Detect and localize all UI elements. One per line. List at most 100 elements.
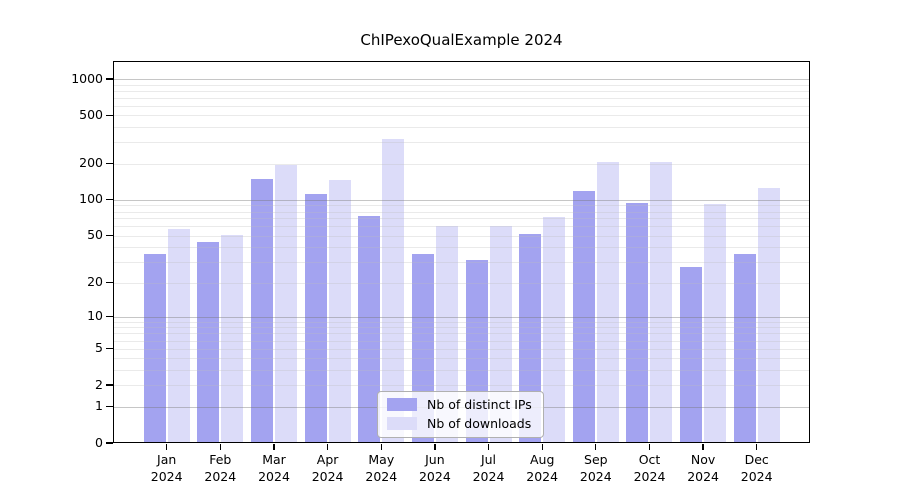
bar-downloads-jun [435, 225, 458, 443]
bar-distinct-ips-may [358, 216, 381, 443]
x-tick-apr [326, 444, 329, 450]
y-tick-0 [106, 442, 113, 444]
x-tick-mar [273, 444, 275, 450]
x-tick-label-feb: Feb 2024 [188, 451, 252, 485]
x-tick-label-jul: Jul 2024 [457, 451, 521, 485]
bar-downloads-aug [543, 216, 566, 443]
x-tick-year: 2024 [258, 469, 290, 484]
bar-distinct-ips-jan [143, 254, 166, 443]
bar-downloads-jul [489, 226, 512, 443]
y-tick-label-1000: 1000 [71, 70, 103, 86]
bar-downloads-mar [274, 164, 297, 443]
y-tick-label-0: 0 [95, 434, 103, 450]
y-tick-200 [106, 162, 113, 165]
gridline-7 [113, 333, 810, 335]
y-tick-label-10: 10 [87, 308, 103, 324]
x-tick-dec [756, 444, 758, 450]
gridline-8 [113, 327, 810, 329]
bar-downloads-jan [167, 229, 190, 443]
gridline-2 [113, 385, 810, 387]
legend-label-downloads: Nb of downloads [427, 416, 532, 431]
x-tick-sep [595, 444, 597, 450]
x-tick-aug [541, 444, 543, 450]
gridline-400 [113, 127, 810, 129]
y-tick-label-200: 200 [79, 155, 103, 171]
x-tick-year: 2024 [365, 469, 398, 484]
bar-distinct-ips-dec [733, 254, 756, 443]
gridline-3 [113, 370, 810, 371]
bar-downloads-may [382, 138, 405, 443]
y-tick-1 [106, 405, 113, 408]
x-tick-year: 2024 [150, 469, 183, 484]
x-tick-year: 2024 [579, 469, 612, 484]
gridline-20 [113, 282, 810, 284]
legend-label-distinct-ips: Nb of distinct IPs [427, 397, 532, 412]
legend-swatch-distinct-ips [387, 398, 417, 411]
bar-distinct-ips-aug [519, 233, 542, 443]
gridline-300 [113, 142, 810, 144]
gridline-500 [113, 115, 810, 117]
x-tick-month: Dec [744, 452, 769, 467]
x-tick-label-jan: Jan 2024 [135, 451, 199, 485]
gridline-80 [113, 211, 810, 213]
legend-swatch-downloads [387, 417, 417, 430]
gridline-200 [113, 163, 810, 165]
x-tick-label-oct: Oct 2024 [618, 451, 682, 485]
bar-distinct-ips-nov [680, 267, 703, 443]
legend-item-distinct-ips: Nb of distinct IPs [387, 397, 532, 412]
gridline-70 [113, 218, 810, 220]
x-tick-month: Apr [316, 452, 339, 467]
gridline-9 [113, 321, 810, 323]
bar-downloads-oct [650, 161, 673, 443]
x-tick-label-apr: Apr 2024 [296, 451, 360, 485]
y-tick-label-500: 500 [79, 106, 103, 122]
gridline-900 [113, 84, 810, 86]
x-tick-year: 2024 [311, 469, 344, 484]
gridline-6 [113, 340, 810, 342]
gridline-700 [113, 97, 810, 99]
x-tick-year: 2024 [740, 469, 773, 484]
gridline-800 [113, 90, 810, 92]
y-tick-50 [106, 235, 113, 237]
x-tick-year: 2024 [526, 469, 559, 484]
y-tick-500 [106, 114, 113, 117]
x-tick-label-nov: Nov 2024 [671, 451, 735, 485]
bar-distinct-ips-feb [197, 242, 220, 443]
y-tick-label-1: 1 [95, 398, 103, 413]
y-tick-20 [106, 281, 113, 284]
x-tick-month: Feb [209, 452, 232, 467]
legend-item-downloads: Nb of downloads [387, 416, 532, 431]
x-tick-oct [648, 444, 651, 450]
x-tick-label-sep: Sep 2024 [564, 451, 628, 485]
gridline-10 [113, 316, 810, 318]
gridline-1000 [113, 79, 810, 80]
x-tick-label-mar: Mar 2024 [242, 451, 306, 485]
y-tick-1000 [106, 78, 113, 80]
bar-downloads-feb [221, 234, 244, 443]
x-tick-month: Mar [262, 452, 286, 467]
y-tick-5 [106, 347, 113, 350]
x-tick-month: May [368, 452, 395, 467]
x-tick-year: 2024 [204, 469, 237, 484]
x-tick-may [380, 444, 382, 450]
gridline-100 [113, 199, 810, 201]
bar-distinct-ips-oct [626, 202, 649, 443]
x-tick-year: 2024 [633, 469, 666, 484]
bar-downloads-sep [596, 162, 619, 443]
y-tick-100 [106, 199, 113, 201]
x-tick-month: Sep [584, 452, 608, 467]
x-tick-jul [487, 444, 490, 450]
x-tick-label-jun: Jun 2024 [403, 451, 467, 485]
y-tick-label-50: 50 [87, 227, 103, 243]
y-tick-2 [106, 384, 113, 386]
legend: Nb of distinct IPs Nb of downloads [377, 391, 544, 438]
x-tick-feb [219, 444, 221, 450]
x-tick-nov [702, 444, 704, 450]
x-tick-label-may: May 2024 [349, 451, 413, 485]
gridline-50 [113, 235, 810, 237]
x-tick-month: Oct [638, 452, 661, 467]
x-tick-month: Aug [529, 452, 555, 467]
bar-downloads-dec [757, 188, 780, 443]
chart-title: ChIPexoQualExample 2024 [360, 31, 563, 49]
